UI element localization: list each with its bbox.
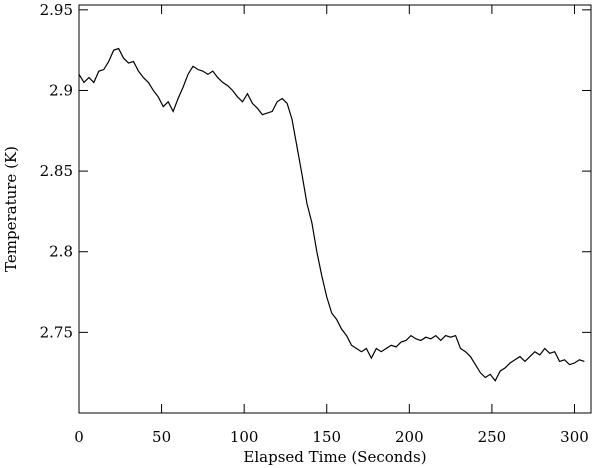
x-tick-label: 250 [478,428,507,446]
x-tick-label: 0 [74,428,84,446]
x-axis-label: Elapsed Time (Seconds) [243,448,426,466]
y-tick-label: 2.75 [40,323,73,341]
y-axis-label: Temperature (K) [2,146,20,272]
plot-frame [78,4,592,414]
x-tick-label: 150 [312,428,341,446]
x-tick-label: 200 [395,428,424,446]
x-tick-label: 300 [560,428,589,446]
data-line [78,47,585,382]
x-tick-label: 100 [230,428,259,446]
y-tick-label: 2.95 [40,1,73,19]
y-tick-label: 2.8 [49,243,73,261]
y-tick-label: 2.85 [40,162,73,180]
y-tick-label: 2.9 [49,81,73,99]
x-tick-label: 50 [152,428,171,446]
